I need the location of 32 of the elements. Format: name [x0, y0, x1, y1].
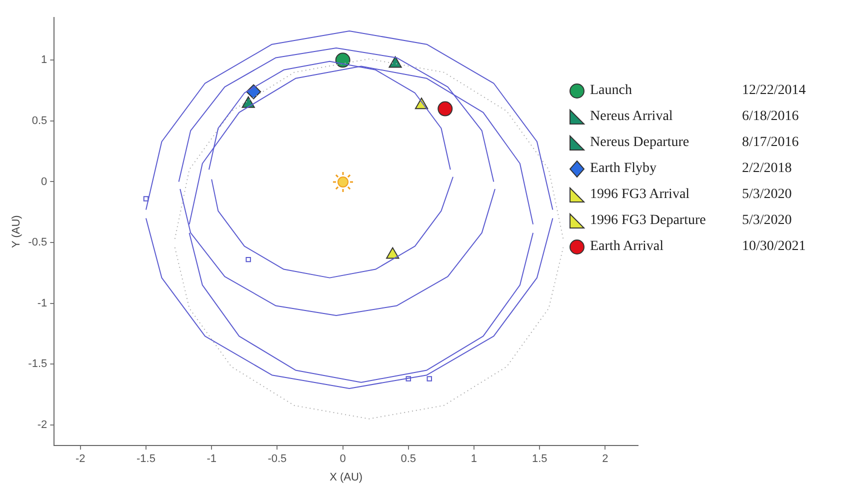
x-tick-label: -1 — [206, 453, 216, 466]
legend-label: Earth Arrival — [590, 239, 664, 255]
x-tick-label: 0 — [340, 453, 346, 466]
x-tick-label: 1.5 — [532, 453, 548, 466]
legend-label: Launch — [590, 83, 633, 99]
y-tick-label: -1.5 — [28, 358, 48, 370]
legend-label: Nereus Departure — [590, 135, 690, 151]
x-tick-label: 0.5 — [400, 453, 416, 466]
y-tick-label: -0.5 — [28, 236, 48, 249]
x-tick-label: -2 — [76, 453, 86, 466]
text: 12/22/2014 — [742, 83, 806, 99]
x-tick-label: -0.5 — [268, 453, 287, 466]
x-tick-label: 1 — [470, 453, 478, 466]
y-tick-label: -1 — [37, 297, 48, 310]
y-axis-title: Y (AU) — [10, 215, 23, 248]
y-tick-label: 0 — [41, 176, 48, 188]
text: 2/2/2018 — [742, 161, 792, 177]
legend-label: Nereus Arrival — [590, 109, 674, 125]
text: 5/3/2020 — [742, 187, 792, 203]
text: 10/30/2021 — [742, 239, 806, 255]
x-tick-label: 2 — [602, 453, 608, 466]
y-tick-label: 0.5 — [32, 114, 48, 127]
legend-label: 1996 FG3 Arrival — [590, 187, 691, 203]
x-axis-title: X (AU) — [330, 471, 363, 484]
y-tick-label: -2 — [37, 418, 48, 431]
y-tick-label: 1 — [41, 54, 48, 66]
legend-label: Earth Flyby — [590, 161, 658, 177]
legend-label: 1996 FG3 Departure — [590, 213, 707, 229]
text: 8/17/2016 — [742, 135, 799, 151]
x-tick-label: -1.5 — [136, 453, 156, 466]
text: 5/3/2020 — [742, 213, 792, 229]
text: 6/18/2016 — [742, 109, 799, 125]
